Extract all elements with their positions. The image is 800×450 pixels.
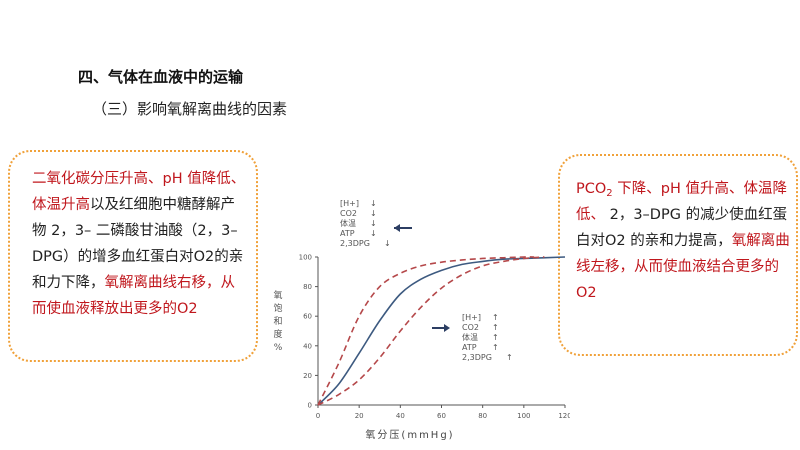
pco2-subscript: 2 (606, 188, 613, 199)
legend-label: 体温 (340, 218, 356, 228)
legend-label: [H+] (340, 199, 359, 208)
y-axis-label-char: % (274, 343, 283, 353)
legend-label: CO2 (340, 209, 357, 218)
legend-label: ATP (462, 343, 477, 352)
y-tick-label: 60 (303, 313, 312, 321)
y-tick-label: 40 (303, 342, 312, 350)
chart-curves (317, 256, 566, 406)
legend-arrow: ↓ (370, 209, 377, 218)
x-tick-label: 60 (437, 412, 446, 420)
left-shift-factors-box: PCO2 下降、pH 值升高、体温降低、 2，3–DPG 的减少使血红蛋白对O2… (558, 154, 798, 356)
legend-arrow: ↑ (492, 333, 499, 342)
arrowhead-icon (444, 324, 450, 332)
legend-arrow: ↓ (384, 239, 391, 248)
x-tick-label: 20 (355, 412, 364, 420)
legend-label: [H+] (462, 313, 481, 322)
result-text-red: 氧解离曲线右移，从而使血液释放出更多的O2 (32, 275, 235, 317)
legend-label: 体温 (462, 332, 478, 342)
x-tick-label: 80 (478, 412, 487, 420)
legend-label: CO2 (462, 323, 479, 332)
legend-label: ATP (340, 229, 355, 238)
section-subheading: （三）影响氧解离曲线的因素 (92, 100, 288, 118)
factor-text-red: PCO2 下降、pH 值升高、体温降低、 (576, 181, 787, 223)
factor-text-red: 体温升高 (32, 197, 90, 213)
factor-text: 以及红细胞中糖酵解产物 2，3– 二磷酸甘油酸（2，3–DPG）的增多血红蛋白对… (32, 197, 244, 291)
right-shift-curve (317, 256, 545, 406)
x-tick-label: 120 (558, 412, 570, 420)
legend-label: 2,3DPG (340, 239, 370, 248)
result-text-red: 氧解离曲线左移，从而使血液结合更多的O2 (576, 233, 790, 301)
chart-axes: 0 20 40 60 80 100 120 0 20 40 60 80 100 (299, 254, 570, 421)
section-heading: 四、气体在血液中的运输 (78, 68, 244, 86)
pco2-text: PCO (576, 181, 607, 197)
legend-decrease: [H+] ↓CO2 ↓体温 ↓ATP ↓2,3DPG ↓ (340, 199, 412, 248)
legend-arrow: ↑ (492, 313, 499, 322)
y-tick-label: 80 (303, 283, 312, 291)
legend-arrow: ↓ (370, 199, 377, 208)
y-axis-label-char: 饱 (273, 302, 282, 314)
legend-arrow: ↑ (492, 323, 499, 332)
x-tick-label: 100 (517, 412, 530, 420)
normal-curve (317, 256, 566, 406)
right-shift-factors-box: 二氧化碳分压升高、pH 值降低、体温升高以及红细胞中糖酵解产物 2，3– 二磷酸… (8, 150, 258, 362)
arrowhead-icon (394, 224, 400, 232)
y-axis-label-char: 和 (273, 316, 282, 327)
y-tick-label: 20 (303, 372, 312, 380)
legend-increase: [H+] ↑CO2 ↑体温 ↑ATP ↑2,3DPG ↑ (432, 313, 513, 362)
legend-arrow: ↑ (492, 343, 499, 352)
oxygen-dissociation-chart: 0 20 40 60 80 100 120 0 20 40 60 80 100 [H+] ↓ CO2 ↓ 体温 ↓… (273, 199, 570, 441)
left-shift-curve (317, 256, 535, 406)
y-tick-label: 0 (308, 402, 312, 410)
y-tick-label: 100 (299, 254, 312, 262)
y-axis-label-char: 度 (273, 328, 282, 340)
factor-text: 2，3–DPG 的减少使血红蛋白对O2 的亲和力提高， (576, 207, 788, 249)
factor-text-red: 二氧化碳分压升高、pH 值降低、 (32, 171, 246, 187)
legend-label: 2,3DPG (462, 353, 492, 362)
legend-arrow: ↓ (370, 219, 377, 228)
x-tick-label: 40 (396, 412, 405, 420)
factor-text-red-cont: 下降、pH 值升高、体温降低、 (576, 181, 787, 223)
y-axis-label-char: 氧 (273, 289, 282, 301)
x-axis-label: 氧分压(mmHg) (365, 428, 454, 441)
legend-arrow: ↓ (370, 229, 377, 238)
x-tick-label: 0 (316, 412, 320, 420)
legend-arrow: ↑ (506, 353, 513, 362)
